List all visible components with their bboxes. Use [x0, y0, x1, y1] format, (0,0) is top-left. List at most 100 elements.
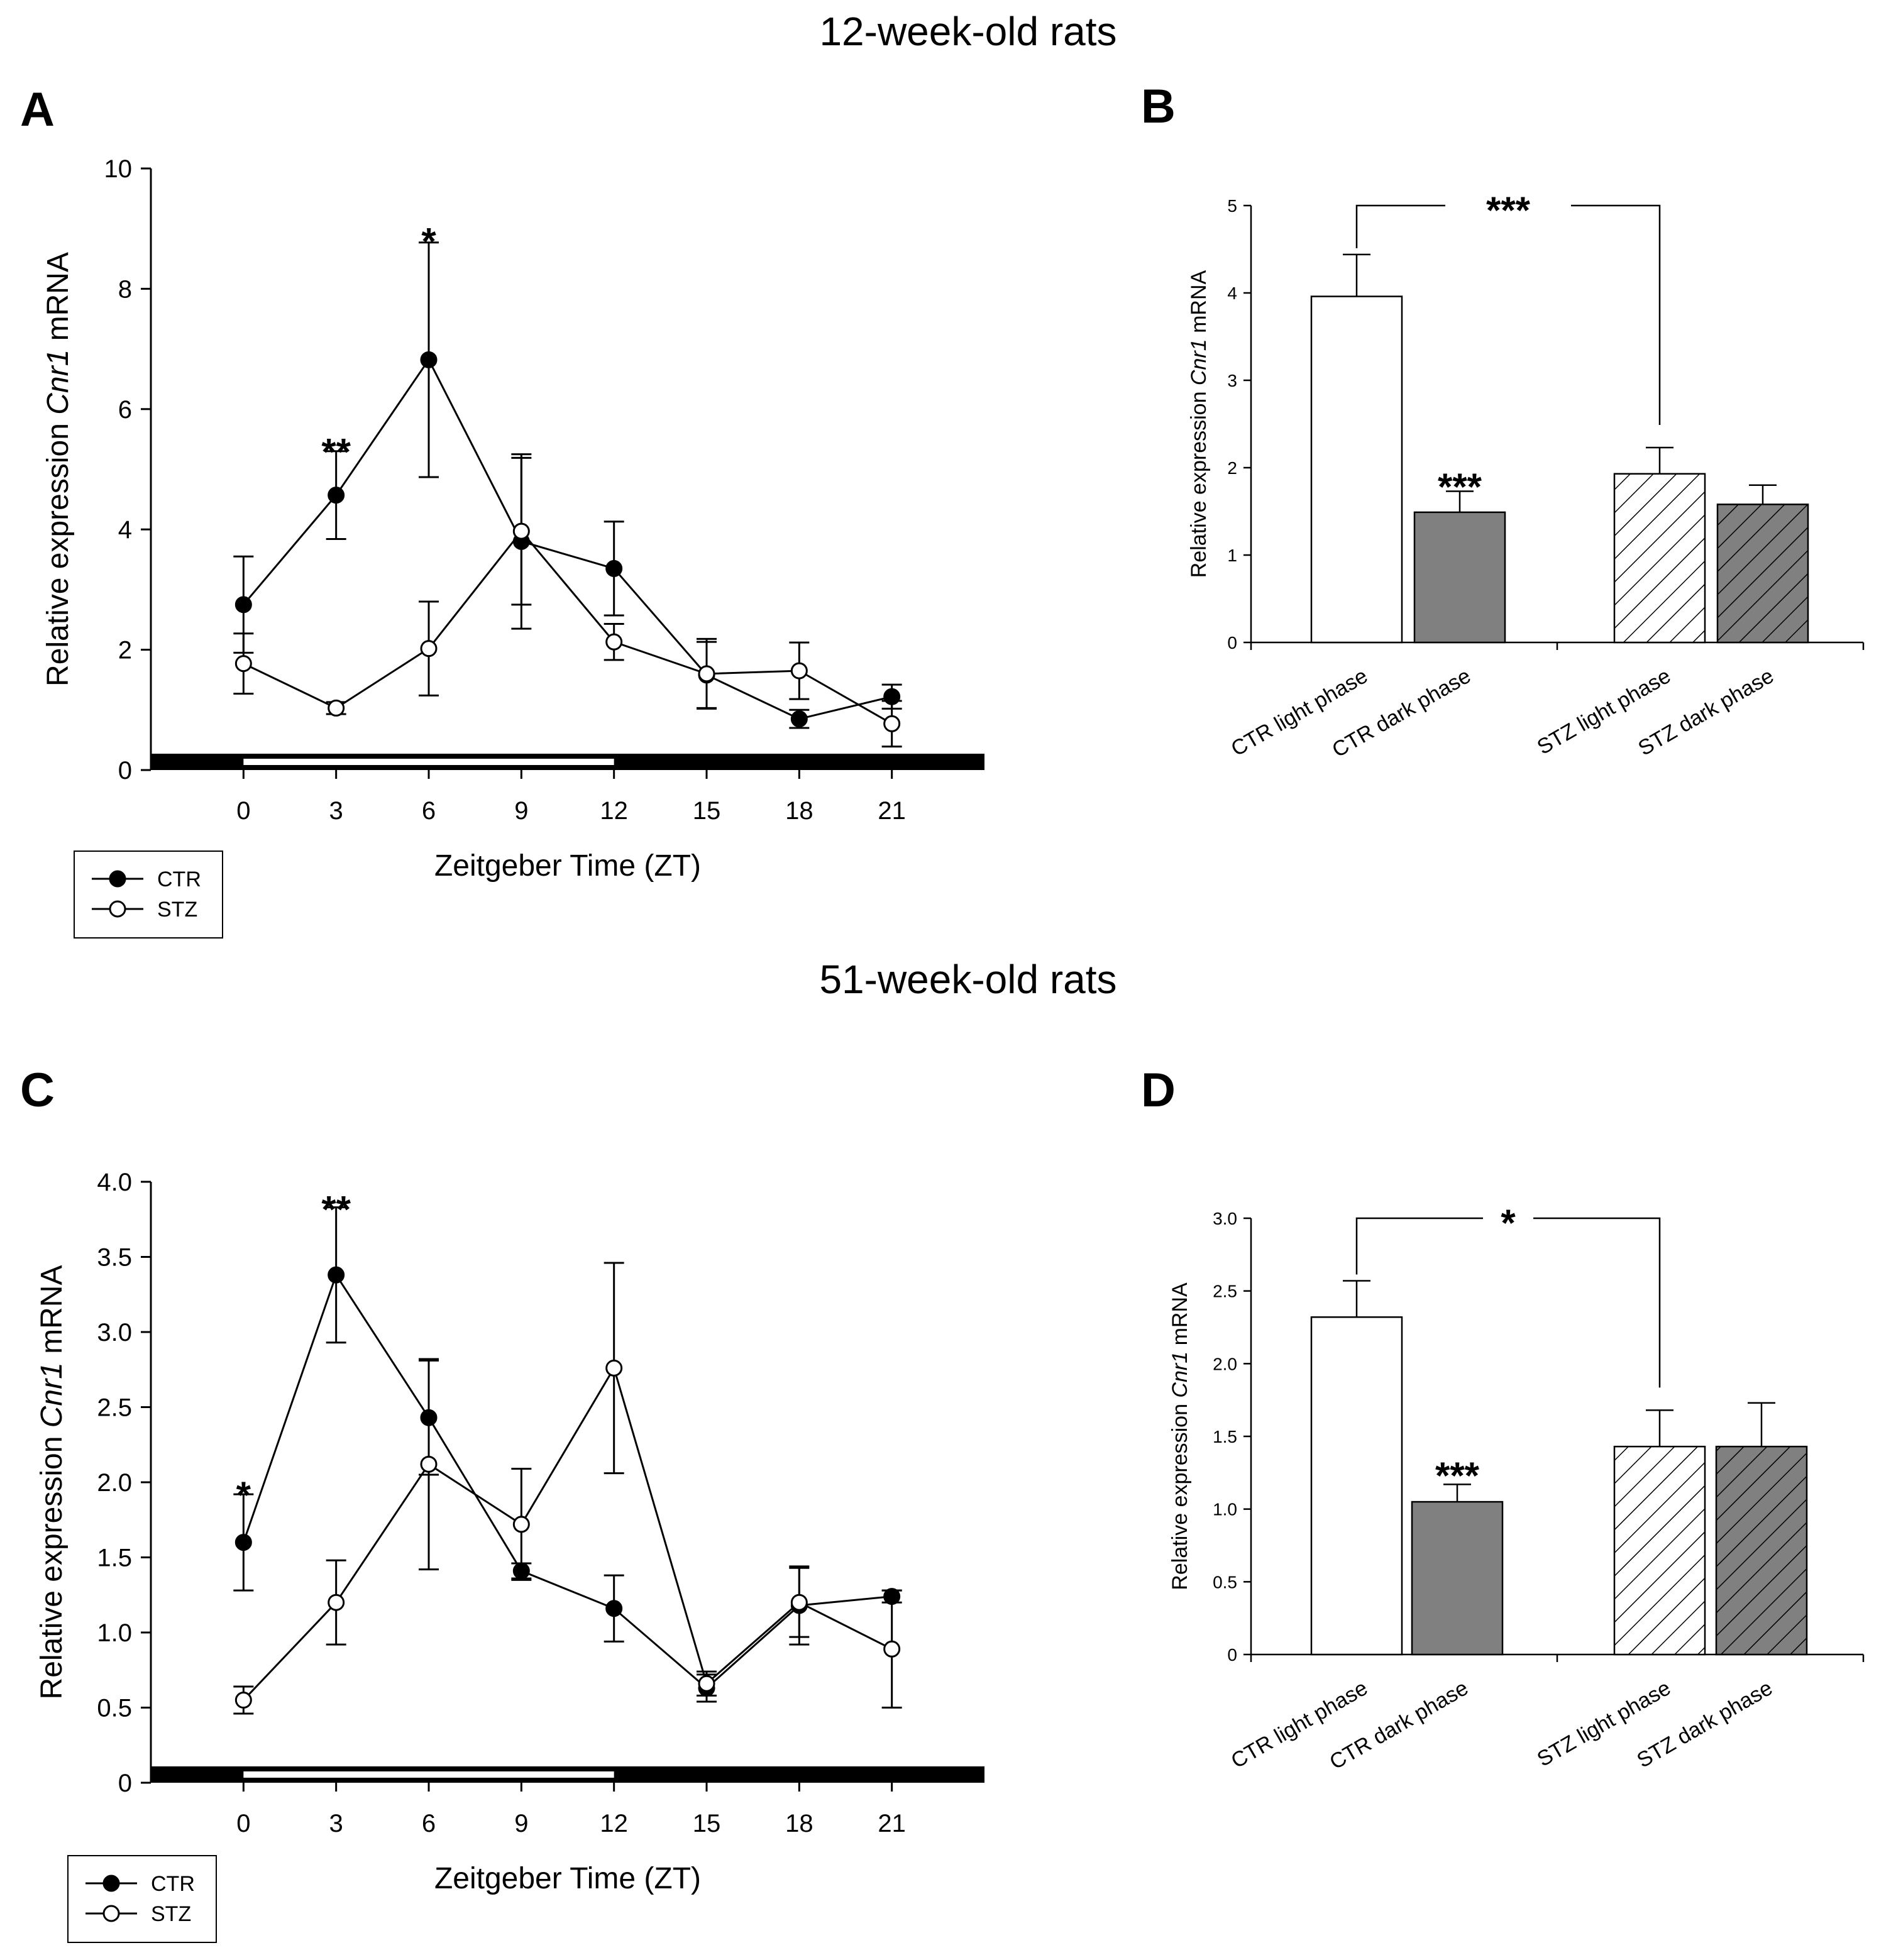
- significance-bracket: [1355, 1217, 1483, 1275]
- significance-marker: *: [421, 220, 436, 262]
- x-axis-title: Zeitgeber Time (ZT): [434, 1862, 701, 1895]
- series-line-ctr: [243, 358, 893, 720]
- section-title-51-week: 51-week-old rats: [819, 957, 1116, 1002]
- x-tick-label: 12: [600, 797, 628, 825]
- y-tick-label: 2: [118, 637, 132, 664]
- bar-stz-dark-phase: [1715, 1445, 1808, 1656]
- data-point-stz: [234, 1692, 252, 1709]
- data-point-stz: [512, 522, 530, 540]
- y-tick-label: 3.0: [97, 1319, 132, 1346]
- legend-marker-ctr: [109, 870, 126, 888]
- data-point-ctr: [420, 1409, 438, 1426]
- light-phase-bar: [243, 1771, 614, 1778]
- data-point-stz: [883, 715, 901, 732]
- y-tick-label: 2.5: [1213, 1282, 1237, 1301]
- x-axis-title: Zeitgeber Time (ZT): [434, 849, 701, 883]
- data-point-stz: [698, 665, 715, 683]
- chart-a: 0 2 4 6 8 10 0 3 6 9 12 15 18 21 Zeitgeber Time (ZT) Re…: [41, 155, 984, 939]
- legend-label: STZ: [151, 1902, 191, 1926]
- data-point-ctr: [605, 1600, 623, 1617]
- y-tick-label: 3.0: [1213, 1209, 1237, 1228]
- bar-ctr-dark-phase: [1411, 1500, 1504, 1656]
- y-axis-title: Relative expression Cnr1 mRNA: [35, 1265, 69, 1700]
- bar-ctr-light-phase: [1310, 295, 1403, 644]
- y-tick-label: 3: [1227, 371, 1237, 390]
- significance-marker: *: [236, 1474, 251, 1516]
- bar-stz-dark-phase: [1716, 504, 1809, 644]
- data-point-ctr: [328, 487, 345, 504]
- y-tick-label: 1.5: [1213, 1427, 1237, 1446]
- data-point-stz: [512, 1516, 530, 1533]
- legend-marker-stz: [109, 900, 126, 918]
- significance-marker: ***: [1435, 1455, 1480, 1497]
- legend-label: STZ: [157, 898, 197, 922]
- legend-box: [67, 1855, 217, 1943]
- legend-label: CTR: [157, 867, 201, 891]
- panel-label-a: A: [20, 83, 55, 136]
- x-tick-label: 6: [422, 1810, 436, 1837]
- data-point-stz: [605, 633, 623, 651]
- light-phase-bar: [243, 759, 614, 765]
- y-tick-label: 6: [118, 396, 132, 424]
- x-tick-label: 0: [236, 1810, 250, 1837]
- data-point-stz: [234, 655, 252, 673]
- y-axis-title-gene: Cnr1: [1168, 1352, 1192, 1398]
- data-point-stz: [605, 1359, 623, 1377]
- y-tick-label: 0.5: [97, 1695, 132, 1722]
- section-title-12-week: 12-week-old rats: [819, 9, 1116, 54]
- significance-marker: **: [321, 431, 351, 473]
- y-axis-title-gene: Cnr1: [1187, 339, 1211, 385]
- y-axis-title-part: mRNA: [1187, 270, 1211, 339]
- y-axis-title-part: Relative expression: [1168, 1398, 1192, 1590]
- significance-marker: ***: [1486, 189, 1531, 231]
- legend-marker-stz: [102, 1905, 120, 1922]
- x-tick-label: 21: [878, 797, 906, 825]
- y-tick-label: 2: [1227, 458, 1237, 478]
- x-tick-label: 15: [693, 797, 721, 825]
- significance-marker: **: [321, 1189, 351, 1231]
- y-tick-label: 1.0: [97, 1619, 132, 1647]
- panel-label-c: C: [20, 1064, 55, 1117]
- bar-ctr-dark-phase: [1413, 511, 1506, 644]
- y-tick-label: 1.5: [97, 1544, 132, 1572]
- y-tick-label: 2.0: [1213, 1354, 1237, 1374]
- data-point-ctr: [420, 351, 438, 368]
- data-point-stz: [420, 640, 438, 658]
- data-point-ctr: [883, 1588, 901, 1605]
- y-tick-label: 10: [104, 155, 133, 183]
- data-point-ctr: [234, 596, 252, 614]
- x-tick-label: 3: [329, 797, 343, 825]
- series-line-stz: [243, 529, 893, 725]
- x-tick-label: 9: [514, 1810, 528, 1837]
- data-point-ctr: [790, 710, 808, 728]
- y-tick-label: 2.5: [97, 1394, 132, 1422]
- data-point-stz: [698, 1675, 715, 1692]
- y-tick-label: 1: [1227, 546, 1237, 565]
- legend-box: [74, 851, 223, 939]
- y-tick-label: 4: [118, 516, 132, 544]
- data-point-ctr: [883, 688, 901, 705]
- y-axis-title-part: Relative expression: [1187, 385, 1211, 578]
- chart-d: 0 0.5 1.0 1.5 2.0 2.5 3.0 Relative expression C…: [1168, 1202, 1865, 1775]
- bar-ctr-light-phase: [1310, 1316, 1403, 1656]
- significance-bracket: [1571, 204, 1661, 426]
- legend-marker-ctr: [102, 1875, 120, 1892]
- y-tick-label: 3.5: [97, 1244, 132, 1272]
- y-tick-label: 8: [118, 275, 132, 303]
- x-tick-label: 3: [329, 1810, 343, 1837]
- x-tick-label: 12: [600, 1810, 628, 1837]
- legend-label: CTR: [151, 1872, 195, 1896]
- y-axis-title-part: mRNA: [1168, 1282, 1192, 1352]
- y-axis-title: Relative expression Cnr1 mRNA: [41, 252, 75, 686]
- y-axis-title-gene: Cnr1: [35, 1362, 69, 1428]
- data-point-ctr: [512, 1562, 530, 1580]
- series-line-stz: [243, 1365, 893, 1701]
- y-axis-title-part: mRNA: [35, 1265, 69, 1363]
- x-tick-label: 9: [514, 797, 528, 825]
- data-point-stz: [328, 1594, 345, 1611]
- y-axis-title-part: Relative expression: [35, 1428, 69, 1699]
- data-point-ctr: [328, 1266, 345, 1284]
- data-point-stz: [420, 1455, 438, 1473]
